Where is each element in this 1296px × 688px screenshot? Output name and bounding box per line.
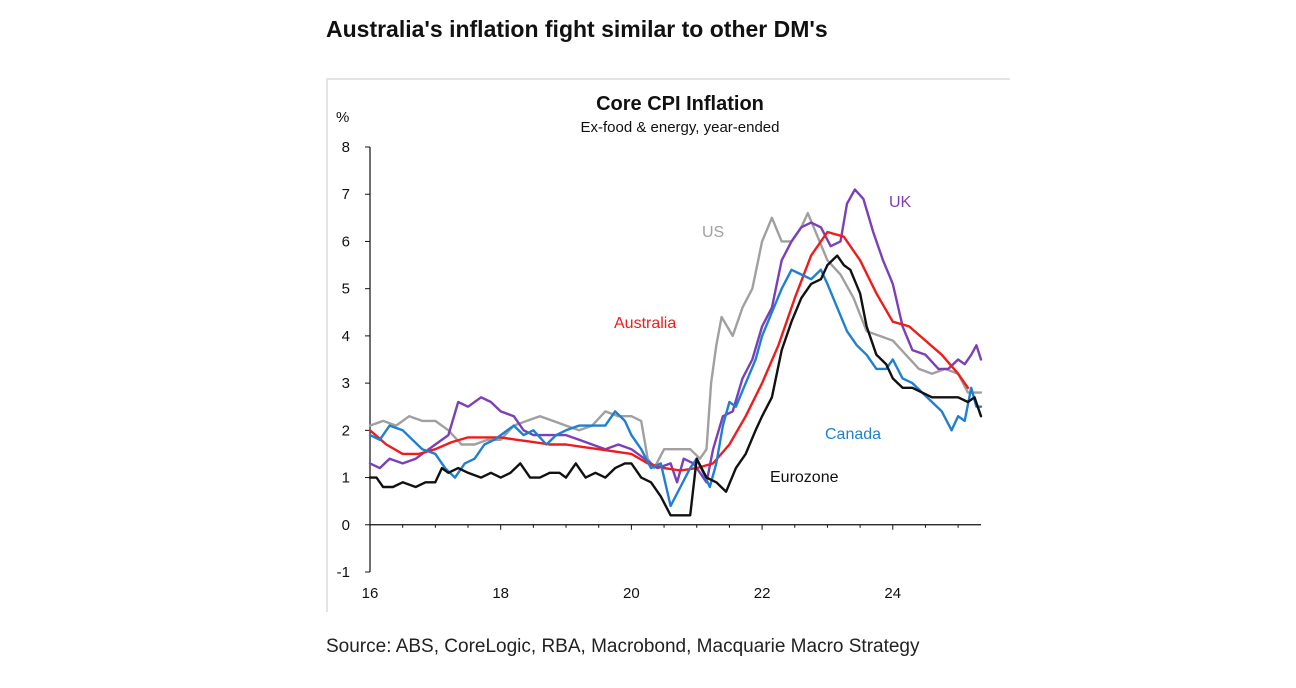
series-line-us	[368, 211, 983, 470]
chart-frame: Core CPI Inflation Ex-food & energy, yea…	[326, 78, 1010, 612]
series-label-uk: UK	[889, 194, 912, 211]
y-axis-unit: %	[336, 109, 349, 126]
x-tick-label: 20	[623, 585, 640, 602]
y-tick-label: 0	[342, 517, 350, 534]
x-tick-label: 18	[492, 585, 509, 602]
series-line-eurozone	[368, 254, 983, 517]
series-label-canada: Canada	[825, 426, 881, 443]
y-tick-label: 6	[342, 233, 350, 250]
y-tick-label: 4	[342, 328, 350, 345]
y-tick-label: 2	[342, 422, 350, 439]
chart-subtitle: Ex-food & energy, year-ended	[580, 119, 779, 136]
x-tick-label: 16	[362, 585, 379, 602]
series-line-australia	[368, 230, 970, 472]
y-tick-label: 1	[342, 470, 350, 487]
y-tick-label: 8	[342, 139, 350, 156]
x-tick-label: 24	[884, 585, 901, 602]
y-tick-label: 7	[342, 186, 350, 203]
series-label-australia: Australia	[614, 315, 676, 332]
series-label-us: US	[702, 224, 724, 241]
y-tick-label: 5	[342, 281, 350, 298]
page-headline: Australia's inflation fight similar to o…	[326, 16, 828, 42]
chart-title: Core CPI Inflation	[596, 93, 764, 115]
series-line-uk	[368, 188, 983, 484]
source-note: Source: ABS, CoreLogic, RBA, Macrobond, …	[326, 636, 920, 657]
x-tick-label: 22	[754, 585, 771, 602]
y-tick-label: 3	[342, 375, 350, 392]
inflation-chart: Core CPI Inflation Ex-food & energy, yea…	[336, 93, 983, 602]
y-tick-label: -1	[337, 564, 350, 581]
series-label-eurozone: Eurozone	[770, 469, 839, 486]
